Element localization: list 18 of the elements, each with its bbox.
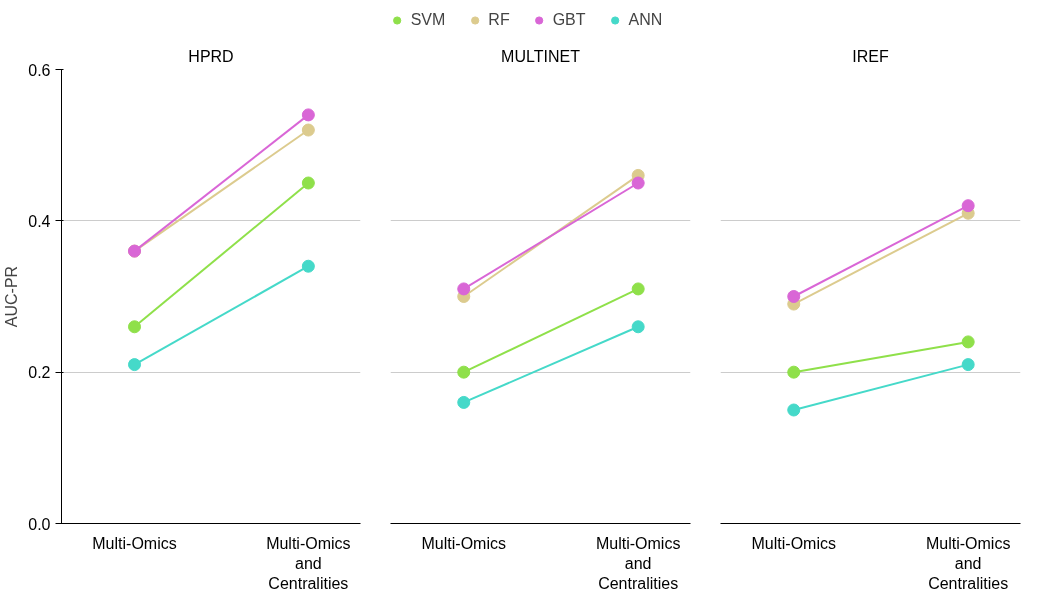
y-tick-label: 0.0 [28, 515, 51, 533]
legend-label: ANN [628, 11, 663, 29]
chart-title: MULTINET [501, 47, 581, 65]
x-tick-label: Multi-Omics and Centralities [266, 534, 351, 593]
y-tick-label: 0.6 [28, 61, 51, 79]
legend-label: SVM [410, 11, 446, 29]
x-tick-label: Multi-Omics [421, 534, 506, 552]
chart-title: HPRD [188, 47, 234, 65]
legend-label: RF [488, 11, 510, 29]
y-axis-title: AUC-PR [3, 265, 21, 328]
x-tick-label: Multi-Omics [92, 534, 177, 552]
x-tick-label: Multi-Omics and Centralities [595, 534, 681, 593]
x-tick-label: Multi-Omics [751, 534, 836, 552]
chart-title: IREF [852, 47, 889, 65]
x-tick-label: Multi-Omics and Centralities [925, 534, 1011, 593]
legend-label: GBT [552, 11, 586, 29]
y-tick-label: 0.2 [28, 364, 51, 382]
y-tick-label: 0.4 [28, 212, 51, 230]
